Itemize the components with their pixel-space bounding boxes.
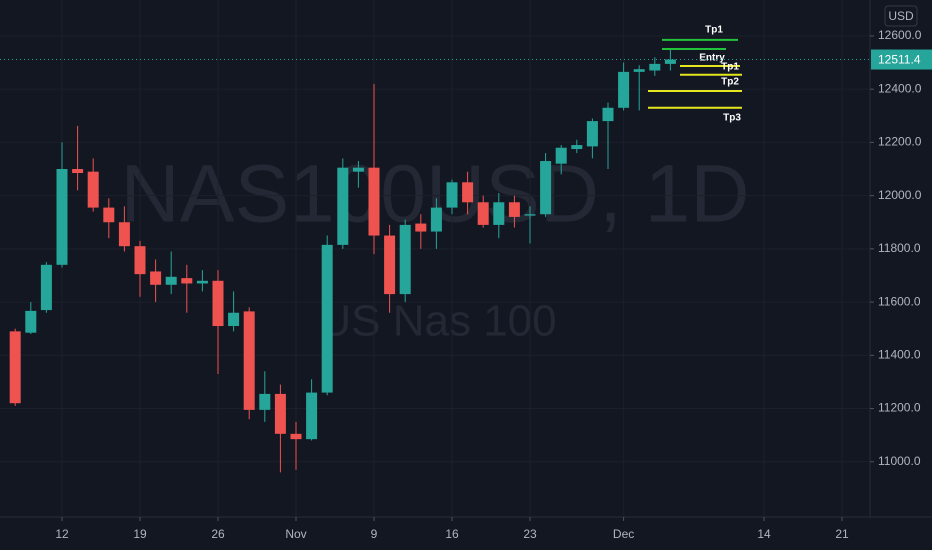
candle-body xyxy=(586,121,598,147)
candle-body xyxy=(415,223,427,232)
candle-body xyxy=(664,59,676,64)
x-tick-label: 9 xyxy=(371,527,378,541)
x-tick-label: 26 xyxy=(211,527,225,541)
level-label: Tp3 xyxy=(723,112,741,123)
x-tick-label: Nov xyxy=(285,527,306,541)
watermark-subtitle: US Nas 100 xyxy=(319,297,556,346)
level-label: Tp1 xyxy=(721,62,739,73)
candle-body xyxy=(352,167,364,172)
candle-body xyxy=(462,182,474,203)
candle-body xyxy=(40,264,52,311)
y-tick-label: 11600.0 xyxy=(878,294,921,308)
last-price-label: 12511.4 xyxy=(878,53,921,67)
candle-body xyxy=(540,161,552,215)
candle-body xyxy=(633,69,645,72)
candle-body xyxy=(56,169,68,265)
x-tick-label: Dec xyxy=(613,527,634,541)
candle-body xyxy=(337,167,349,245)
candle-body xyxy=(118,222,130,247)
x-tick-label: 23 xyxy=(523,527,537,541)
x-tick-label: 14 xyxy=(757,527,771,541)
candle-body xyxy=(649,63,661,71)
candle-body xyxy=(274,393,286,434)
y-tick-label: 11000.0 xyxy=(878,454,921,468)
y-tick-label: 11200.0 xyxy=(878,401,921,415)
candle-body xyxy=(446,182,458,208)
y-tick-label: 12200.0 xyxy=(878,135,922,149)
candle-body xyxy=(150,271,162,285)
candle-body xyxy=(72,169,84,173)
last-price-box xyxy=(871,49,932,70)
currency-box xyxy=(884,5,918,27)
candle-body xyxy=(618,71,630,108)
candle-body xyxy=(493,202,505,225)
candle-body xyxy=(196,280,208,284)
candle-body xyxy=(290,433,302,440)
x-tick-label: 21 xyxy=(835,527,849,541)
candle-body xyxy=(384,235,396,295)
y-tick-label: 12600.0 xyxy=(878,28,922,42)
candle-body xyxy=(243,311,255,410)
y-tick-label: 11400.0 xyxy=(878,347,921,361)
candle-body xyxy=(134,246,146,275)
candle-body xyxy=(524,214,536,216)
candle-body xyxy=(306,392,318,440)
candle-body xyxy=(25,310,37,333)
x-tick-label: 16 xyxy=(445,527,459,541)
candle-body xyxy=(399,224,411,295)
currency: USD xyxy=(888,9,914,23)
y-tick-label: 12000.0 xyxy=(878,188,922,202)
candle-body xyxy=(508,202,520,217)
y-tick-label: 11800.0 xyxy=(878,241,921,255)
candle-body xyxy=(602,107,614,122)
y-tick-label: 12400.0 xyxy=(878,81,922,95)
candle-body xyxy=(571,145,583,150)
candle-body xyxy=(368,167,380,236)
candle-body xyxy=(9,331,21,404)
candle-body xyxy=(165,276,177,285)
candle-body xyxy=(259,393,271,410)
level-label: Tp1 xyxy=(705,25,723,36)
candle-body xyxy=(321,244,333,393)
candle-body xyxy=(212,280,224,327)
candle-body xyxy=(477,202,489,225)
level-label: Entry xyxy=(699,53,725,64)
candle-body xyxy=(555,147,567,164)
candle-body xyxy=(87,171,99,208)
x-tick-label: 19 xyxy=(133,527,147,541)
candle-body xyxy=(228,312,240,327)
candle-body xyxy=(181,278,193,284)
x-tick-label: 12 xyxy=(55,527,69,541)
level-label: Tp2 xyxy=(721,76,739,87)
candle-body xyxy=(103,207,115,223)
candle-body xyxy=(430,207,442,232)
